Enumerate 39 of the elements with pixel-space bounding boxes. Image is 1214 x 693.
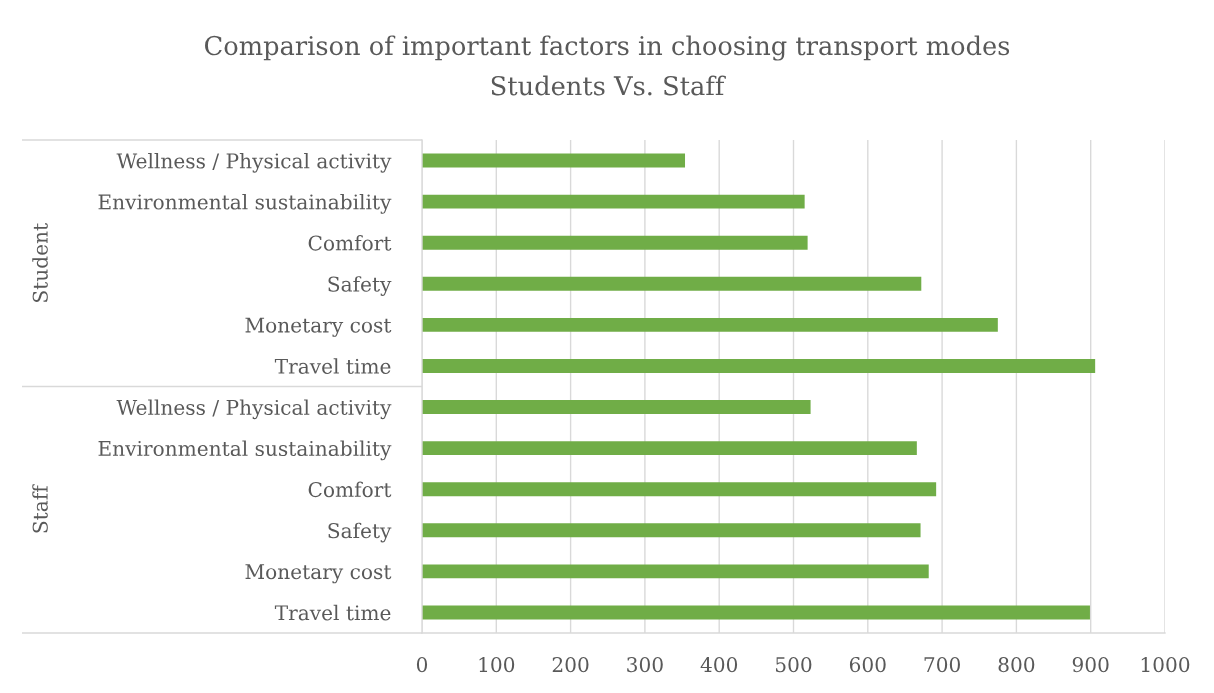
y-tick-label: Safety [328,276,392,296]
y-tick-label: Monetary cost [245,564,392,584]
x-tick-label: 400 [700,656,738,673]
bar [422,235,808,250]
chart-subtitle: Students Vs. Staff [491,75,726,96]
y-tick-label: Comfort [308,481,392,498]
text: Staff [32,484,48,533]
x-tick-label: 200 [552,656,589,673]
x-tick-label: 300 [627,656,663,673]
x-tick-label: 600 [849,656,886,673]
y-tick-label: Safety [328,522,392,543]
x-tick-label: 0 [416,656,428,673]
bar [422,194,805,209]
bar [422,482,937,497]
bar [422,276,922,291]
text: Student [32,223,48,302]
bar [422,605,1090,620]
y-tick-label: Environmental sustainability [98,193,392,214]
x-tick-label: 100 [479,656,515,673]
x-tick-label: 700 [924,656,960,673]
y-tick-label: Wellness / Physical activity [116,152,392,173]
bar [422,153,686,168]
chart-title: Comparison of important factors in choosing transport modes [205,35,1010,61]
bar [422,317,998,332]
y-tick-label: Travel time [274,358,391,374]
x-tick-label: 500 [775,656,812,673]
y-tick-label: Comfort [308,235,392,251]
bar [422,564,929,579]
bar [422,523,921,538]
x-tick-label: 1000 [1141,656,1190,673]
bar [422,358,1096,373]
bar [422,400,811,415]
y-tick-label: Travel time [274,604,391,621]
y-tick-label: Wellness / Physical activity [116,399,392,420]
x-tick-label: 800 [998,656,1035,673]
x-tick-label: 900 [1072,656,1109,673]
y-tick-label: Environmental sustainability [98,440,392,461]
y-tick-label: Monetary cost [245,317,392,337]
bar [422,441,917,456]
